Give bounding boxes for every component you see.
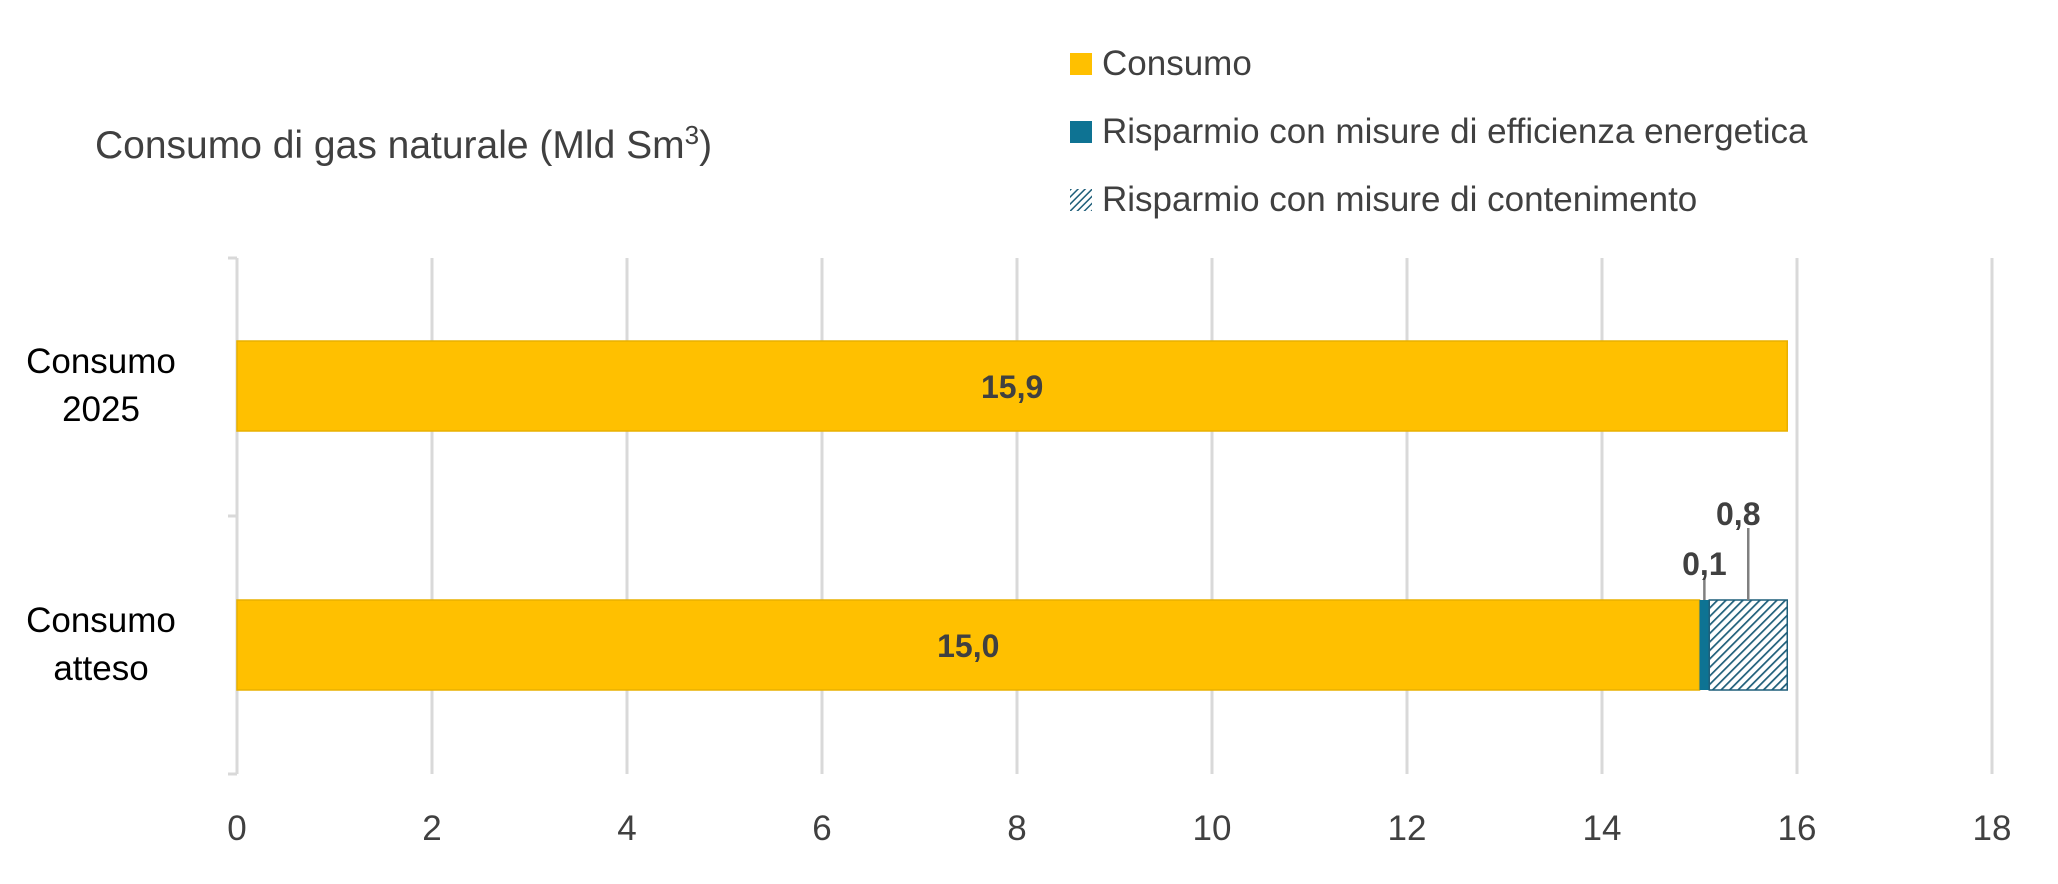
x-tick-label-12: 12: [1388, 809, 1427, 848]
legend-item-consumo: Consumo: [1070, 30, 1808, 98]
data-label-consumo-0: 15,9: [981, 369, 1043, 405]
x-tick-label-4: 4: [617, 809, 636, 848]
legend: Consumo Risparmio con misure di efficien…: [1070, 30, 1808, 234]
category-label-consumo-atteso: Consumo atteso: [26, 601, 176, 688]
category-label-consumo-2025: Consumo 2025: [26, 342, 176, 429]
chart-title: Consumo di gas naturale (Mld Sm3): [95, 120, 713, 167]
x-tick-label-14: 14: [1583, 809, 1622, 848]
bar-1-series-1: [1699, 600, 1710, 690]
x-tick-label-2: 2: [422, 809, 441, 848]
data-label-efficienza-1: 0,1: [1682, 546, 1726, 582]
legend-swatch-consumo: [1070, 53, 1092, 75]
bar-1-series-2: [1708, 599, 1788, 691]
legend-swatch-efficienza: [1070, 121, 1092, 143]
bar-1-series-0: [236, 599, 1701, 691]
bar-0-series-0: [236, 340, 1788, 432]
x-tick-label-16: 16: [1778, 809, 1817, 848]
legend-label-contenimento: Risparmio con misure di contenimento: [1102, 180, 1698, 219]
data-label-contenimento-1: 0,8: [1716, 496, 1760, 532]
x-tick-label-10: 10: [1193, 809, 1232, 848]
legend-label-consumo: Consumo: [1102, 44, 1252, 83]
x-tick-label-8: 8: [1007, 809, 1026, 848]
x-tick-label-6: 6: [812, 809, 831, 848]
legend-item-contenimento: Risparmio con misure di contenimento: [1070, 166, 1808, 234]
legend-item-efficienza: Risparmio con misure di efficienza energ…: [1070, 98, 1808, 166]
data-label-consumo-1: 15,0: [937, 628, 999, 664]
x-tick-label-0: 0: [227, 809, 246, 848]
legend-label-efficienza: Risparmio con misure di efficienza energ…: [1102, 112, 1808, 151]
x-tick-label-18: 18: [1973, 809, 2012, 848]
legend-swatch-contenimento: [1070, 189, 1092, 211]
